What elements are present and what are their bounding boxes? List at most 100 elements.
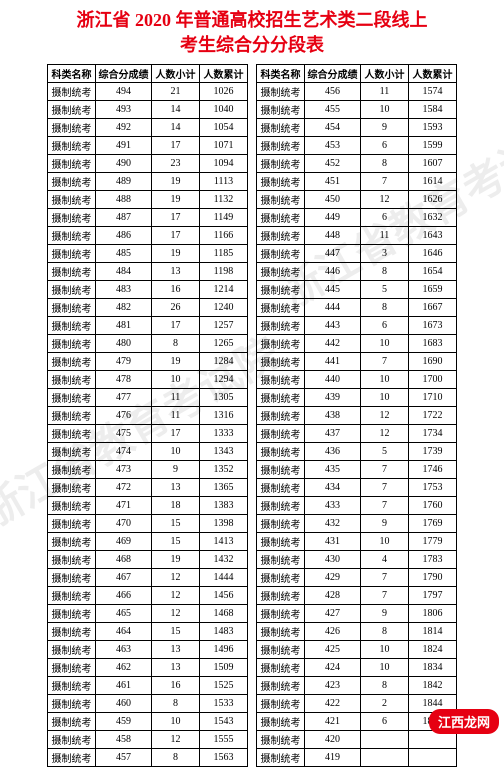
cell-cumulative: 1614 — [409, 173, 457, 191]
cell-category: 摄制统考 — [257, 83, 305, 101]
cell-subtotal: 12 — [152, 587, 200, 605]
cell-score: 476 — [96, 407, 152, 425]
cell-subtotal: 17 — [152, 425, 200, 443]
page-header: 浙江省 2020 年普通高校招生艺术类二段线上 考生综合分分段表 — [0, 0, 504, 64]
cell-category: 摄制统考 — [257, 641, 305, 659]
table-row: 摄制统考490231094 — [48, 155, 248, 173]
cell-subtotal: 15 — [152, 623, 200, 641]
cell-cumulative: 1398 — [200, 515, 248, 533]
table-row: 摄制统考482261240 — [48, 299, 248, 317]
table-row: 摄制统考47391352 — [48, 461, 248, 479]
cell-category: 摄制统考 — [257, 695, 305, 713]
table-row: 摄制统考468191432 — [48, 551, 248, 569]
cell-cumulative: 1026 — [200, 83, 248, 101]
table-row: 摄制统考455101584 — [257, 101, 457, 119]
cell-subtotal: 26 — [152, 299, 200, 317]
table-row: 摄制统考431101779 — [257, 533, 457, 551]
cell-cumulative: 1294 — [200, 371, 248, 389]
cell-category: 摄制统考 — [48, 119, 96, 137]
cell-category: 摄制统考 — [257, 623, 305, 641]
table-row: 摄制统考42681814 — [257, 623, 457, 641]
cell-category: 摄制统考 — [48, 749, 96, 767]
cell-score: 457 — [96, 749, 152, 767]
table-row: 摄制统考485191185 — [48, 245, 248, 263]
cell-subtotal: 10 — [361, 101, 409, 119]
cell-category: 摄制统考 — [48, 533, 96, 551]
cell-category: 摄制统考 — [257, 389, 305, 407]
cell-subtotal: 8 — [152, 335, 200, 353]
table-row: 摄制统考476111316 — [48, 407, 248, 425]
cell-cumulative: 1760 — [409, 497, 457, 515]
cell-category: 摄制统考 — [257, 299, 305, 317]
cell-category: 摄制统考 — [48, 605, 96, 623]
cell-score: 432 — [305, 515, 361, 533]
cell-score: 436 — [305, 443, 361, 461]
cell-cumulative: 1257 — [200, 317, 248, 335]
cell-cumulative: 1806 — [409, 605, 457, 623]
cell-subtotal: 10 — [152, 713, 200, 731]
cell-score: 467 — [96, 569, 152, 587]
cell-cumulative: 1834 — [409, 659, 457, 677]
cell-score: 445 — [305, 281, 361, 299]
cell-category: 摄制统考 — [257, 551, 305, 569]
cell-subtotal: 10 — [152, 371, 200, 389]
table-row: 摄制统考487171149 — [48, 209, 248, 227]
cell-category: 摄制统考 — [48, 227, 96, 245]
table-row: 摄制统考44551659 — [257, 281, 457, 299]
table-row: 摄制统考450121626 — [257, 191, 457, 209]
cell-category: 摄制统考 — [48, 371, 96, 389]
cell-category: 摄制统考 — [257, 155, 305, 173]
cell-category: 摄制统考 — [48, 191, 96, 209]
table-row: 摄制统考492141054 — [48, 119, 248, 137]
cell-subtotal: 9 — [361, 515, 409, 533]
table-row: 摄制统考42791806 — [257, 605, 457, 623]
cell-score: 464 — [96, 623, 152, 641]
cell-score: 430 — [305, 551, 361, 569]
cell-score: 431 — [305, 533, 361, 551]
cell-cumulative: 1584 — [409, 101, 457, 119]
cell-category: 摄制统考 — [257, 605, 305, 623]
cell-cumulative: 1149 — [200, 209, 248, 227]
table-row: 摄制统考461161525 — [48, 677, 248, 695]
cell-subtotal: 10 — [361, 371, 409, 389]
source-badge: 江西龙网 — [429, 709, 499, 734]
cell-score: 471 — [96, 497, 152, 515]
cell-score: 487 — [96, 209, 152, 227]
cell-subtotal: 2 — [361, 695, 409, 713]
cell-category: 摄制统考 — [257, 173, 305, 191]
cell-category: 摄制统考 — [257, 515, 305, 533]
title-line-2: 考生综合分分段表 — [0, 33, 504, 58]
cell-cumulative: 1683 — [409, 335, 457, 353]
cell-category: 摄制统考 — [257, 137, 305, 155]
cell-subtotal: 15 — [152, 533, 200, 551]
cell-cumulative: 1185 — [200, 245, 248, 263]
cell-category: 摄制统考 — [257, 209, 305, 227]
cell-score: 455 — [305, 101, 361, 119]
col-header-category: 科类名称 — [48, 65, 96, 83]
table-row: 摄制统考440101700 — [257, 371, 457, 389]
table-row: 摄制统考45361599 — [257, 137, 457, 155]
cell-score: 442 — [305, 335, 361, 353]
cell-score: 437 — [305, 425, 361, 443]
col-header-subtotal: 人数小计 — [152, 65, 200, 83]
cell-subtotal: 11 — [361, 83, 409, 101]
cell-category: 摄制统考 — [48, 389, 96, 407]
cell-cumulative: 1643 — [409, 227, 457, 245]
table-row: 摄制统考46081533 — [48, 695, 248, 713]
cell-cumulative: 1444 — [200, 569, 248, 587]
cell-category: 摄制统考 — [257, 227, 305, 245]
cell-cumulative: 1343 — [200, 443, 248, 461]
table-row: 摄制统考48081265 — [48, 335, 248, 353]
cell-category: 摄制统考 — [48, 497, 96, 515]
cell-score: 447 — [305, 245, 361, 263]
cell-subtotal: 12 — [361, 407, 409, 425]
cell-subtotal: 10 — [361, 335, 409, 353]
cell-cumulative: 1555 — [200, 731, 248, 749]
col-header-cumulative: 人数累计 — [200, 65, 248, 83]
cell-subtotal: 10 — [152, 443, 200, 461]
cell-cumulative: 1739 — [409, 443, 457, 461]
cell-category: 摄制统考 — [257, 101, 305, 119]
table-row: 摄制统考458121555 — [48, 731, 248, 749]
cell-cumulative: 1525 — [200, 677, 248, 695]
table-row: 摄制统考483161214 — [48, 281, 248, 299]
